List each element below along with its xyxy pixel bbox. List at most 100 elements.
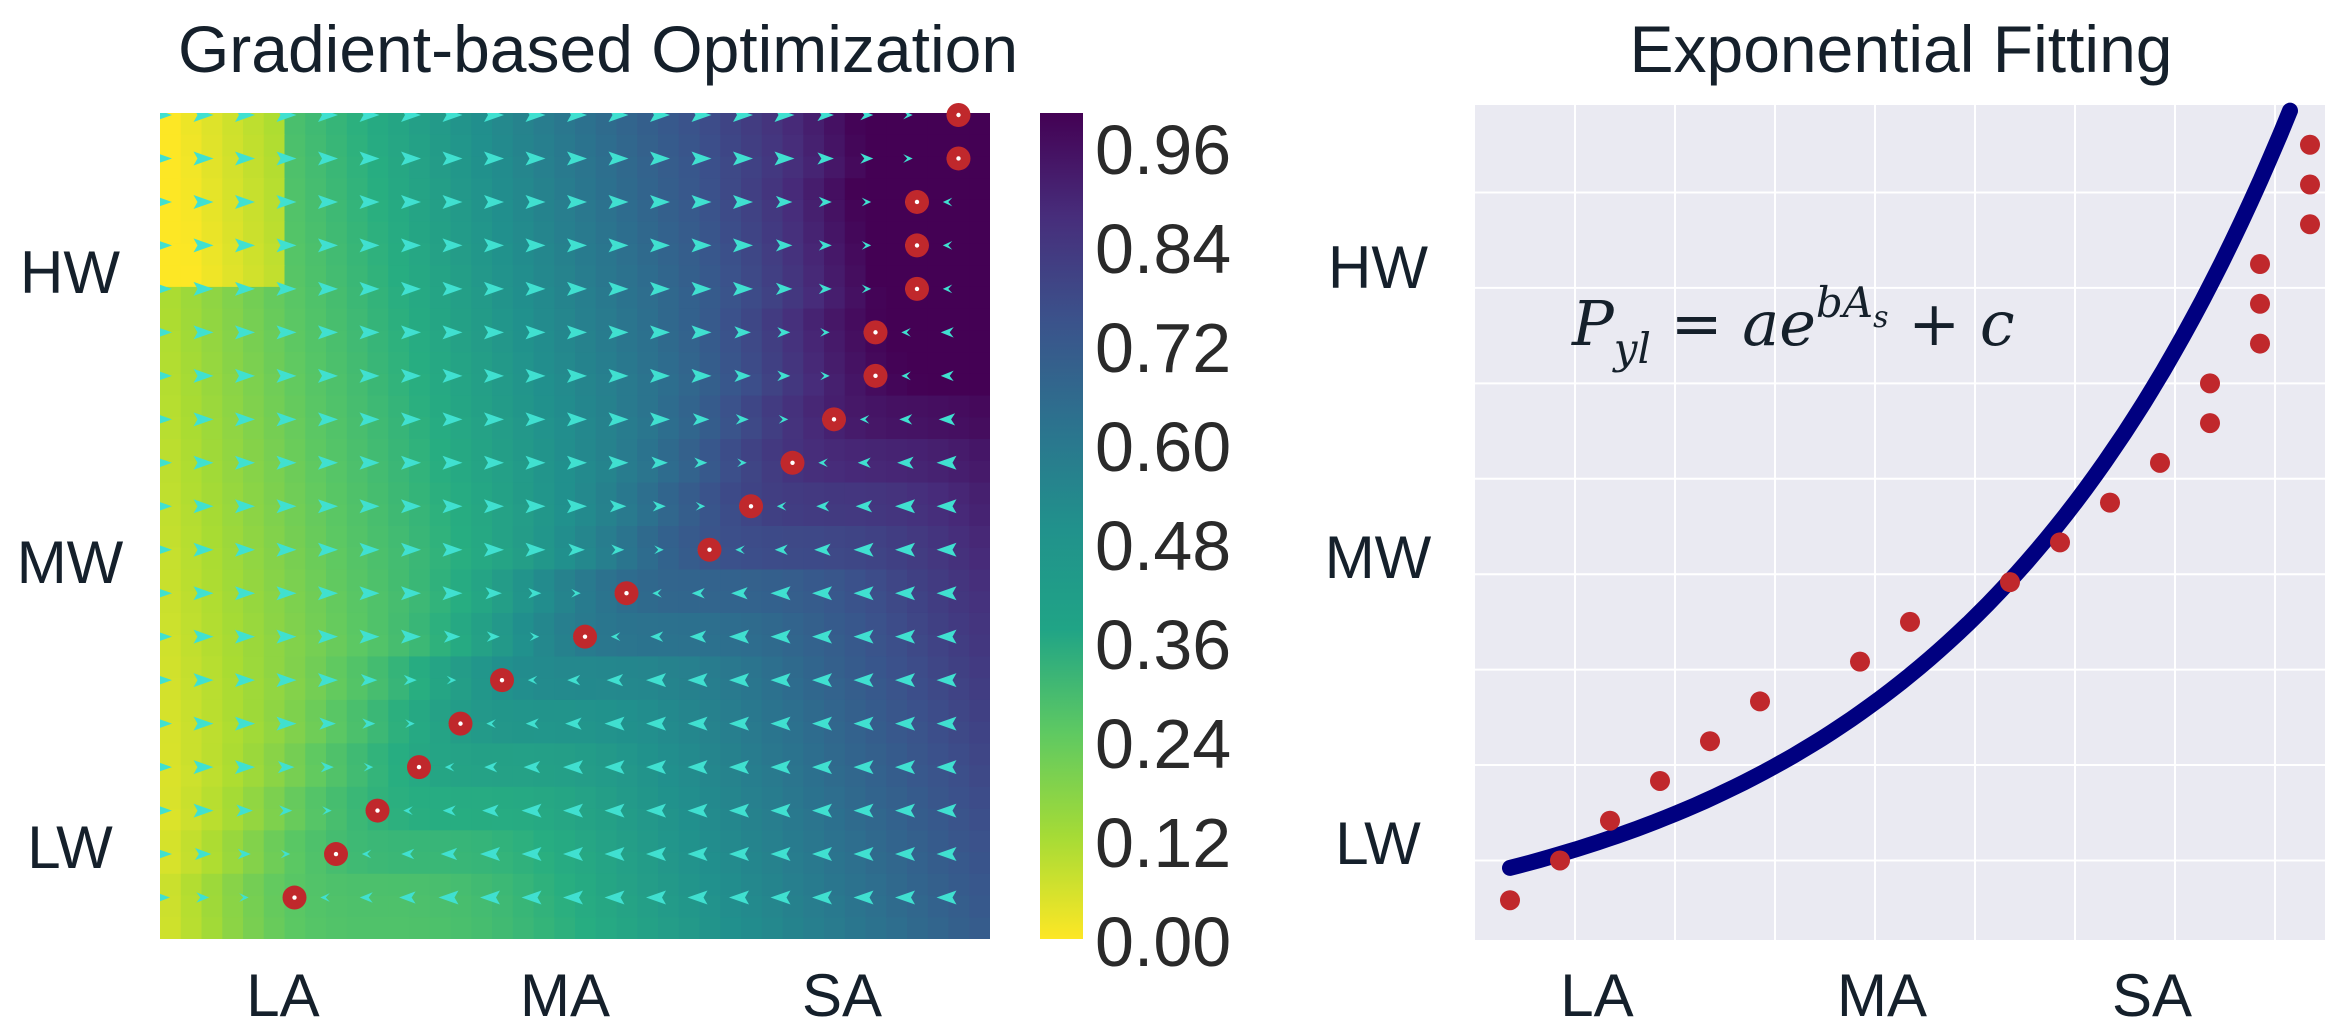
heatmap-cell — [471, 178, 493, 201]
heatmap-cell — [658, 113, 680, 136]
heatmap-cell — [180, 786, 203, 810]
heatmap-cell — [222, 917, 244, 939]
heatmap-cell — [927, 330, 950, 353]
heatmap-cell — [969, 439, 990, 462]
gradient-arrow — [770, 890, 791, 905]
heatmap-cell — [865, 699, 888, 723]
gradient-arrow — [567, 368, 587, 383]
path-point — [863, 320, 888, 345]
heatmap-cell — [658, 199, 680, 223]
heatmap-cell — [741, 699, 763, 723]
gradient-arrow — [812, 716, 832, 731]
path-point-center — [956, 156, 961, 161]
heatmap-cell — [865, 526, 888, 549]
gradient-arrow — [484, 151, 504, 166]
heatmap-cell — [512, 743, 535, 766]
heatmap-cell — [284, 199, 307, 223]
heatmap-cell — [284, 786, 307, 810]
fitting-panel: Exponential Fitting Pyl = aebAs + c HW M… — [1325, 12, 2325, 1029]
heatmap-cell — [388, 852, 410, 875]
heatmap-cell — [201, 873, 224, 897]
heatmap-cell — [844, 460, 867, 484]
heatmap-cell — [803, 699, 825, 723]
heatmap-cell — [616, 504, 639, 527]
heatmap-cell — [616, 460, 639, 484]
heatmap-cell — [948, 482, 971, 506]
gradient-arrow — [775, 282, 793, 296]
heatmap-cell — [927, 199, 950, 223]
heatmap-cell — [160, 808, 182, 832]
gradient-arrow — [729, 803, 749, 818]
heatmap-cell — [803, 765, 825, 788]
heatmap-cell — [699, 286, 722, 310]
heatmap-cell — [699, 634, 722, 658]
heatmap-cell — [658, 786, 680, 810]
heatmap-cell — [492, 786, 514, 810]
heatmap-cell — [222, 221, 244, 245]
heatmap-cell — [865, 656, 888, 679]
heatmap-cell — [575, 352, 597, 375]
heatmap-cell — [637, 634, 659, 658]
heatmap-cell — [326, 439, 348, 462]
heatmap-cell — [865, 569, 888, 593]
heatmap-cell — [658, 417, 680, 440]
heatmap-cell — [409, 373, 431, 397]
gradient-arrow — [442, 455, 463, 470]
heatmap-cell — [471, 678, 493, 701]
heatmap-cell — [160, 221, 182, 245]
gradient-arrow — [160, 893, 170, 902]
heatmap-cell — [844, 265, 867, 288]
fitting-ytick-lw: LW — [1335, 810, 1421, 877]
heatmap-cell — [367, 243, 390, 266]
heatmap-cell — [160, 113, 182, 136]
gradient-arrow — [193, 194, 214, 209]
heatmap-cell — [637, 591, 659, 614]
heatmap-cell — [243, 221, 265, 245]
gradient-arrow — [361, 849, 372, 859]
heatmap-cell — [222, 352, 244, 375]
heatmap-cell — [658, 156, 680, 180]
heatmap-cell — [450, 873, 473, 897]
heatmap-cell — [616, 352, 639, 375]
heatmap-cell — [678, 721, 701, 745]
heatmap-cell — [263, 786, 286, 810]
heatmap-cell — [637, 265, 659, 288]
heatmap-cell — [886, 482, 908, 506]
heatmap-cell — [803, 569, 825, 593]
heatmap-xtick-sa: SA — [802, 962, 882, 1029]
heatmap-cell — [305, 786, 327, 810]
heatmap-cell — [865, 830, 888, 853]
heatmap-cell — [948, 243, 971, 266]
heatmap-cell — [741, 612, 763, 636]
heatmap-cell — [595, 482, 618, 506]
heatmap-cell — [969, 199, 990, 223]
heatmap-cell — [512, 895, 535, 919]
heatmap-cell — [927, 612, 950, 636]
heatmap-cell — [554, 308, 576, 332]
heatmap-cell — [616, 439, 639, 462]
heatmap-cell — [720, 265, 742, 288]
heatmap-cell — [803, 743, 825, 766]
heatmap-cell — [761, 395, 784, 419]
heatmap-cell — [160, 873, 182, 897]
heatmap-cell — [180, 439, 203, 462]
heatmap-cell — [533, 373, 556, 397]
heatmap-cell — [844, 699, 867, 723]
gradient-arrow — [903, 154, 913, 163]
data-point — [2250, 333, 2270, 354]
fitting-equation: Pyl = aebAs + c — [1571, 278, 2015, 373]
heatmap-cell — [927, 373, 950, 397]
heatmap-cell — [492, 721, 514, 745]
gradient-arrow — [525, 113, 546, 122]
data-point — [2300, 174, 2320, 195]
heatmap-cell — [927, 156, 950, 180]
heatmap-cell — [927, 786, 950, 810]
data-point — [2300, 214, 2320, 235]
path-point-center — [416, 764, 422, 770]
gradient-arrow — [936, 890, 957, 905]
gradient-arrow — [235, 499, 255, 514]
heatmap-cell — [201, 765, 224, 788]
heatmap-cell — [927, 765, 950, 788]
gradient-arrow — [401, 542, 421, 557]
heatmap-cell — [886, 743, 908, 766]
